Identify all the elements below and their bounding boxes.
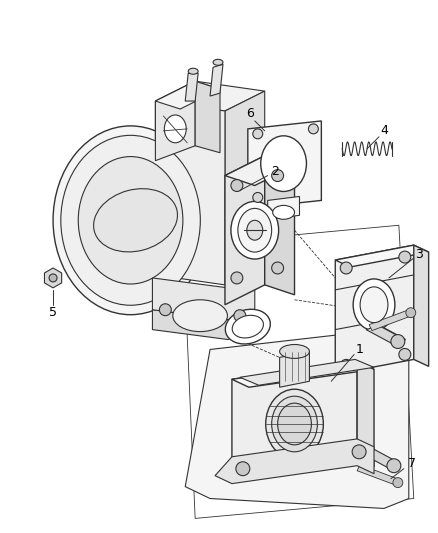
Text: 1: 1 — [354, 343, 362, 356]
Polygon shape — [224, 91, 264, 285]
Polygon shape — [224, 156, 294, 185]
Circle shape — [271, 262, 283, 274]
Ellipse shape — [237, 208, 271, 252]
Circle shape — [159, 304, 171, 316]
Text: 3: 3 — [414, 248, 422, 261]
Polygon shape — [195, 81, 219, 153]
Ellipse shape — [352, 279, 394, 330]
Circle shape — [230, 180, 242, 191]
Text: 6: 6 — [245, 108, 253, 120]
Ellipse shape — [260, 136, 306, 191]
Polygon shape — [239, 359, 373, 385]
Text: 7: 7 — [407, 457, 415, 470]
Polygon shape — [185, 329, 408, 508]
Circle shape — [339, 359, 351, 372]
Ellipse shape — [279, 344, 309, 358]
Circle shape — [230, 272, 242, 284]
Circle shape — [235, 462, 249, 475]
Ellipse shape — [93, 189, 177, 252]
Polygon shape — [152, 310, 254, 340]
Ellipse shape — [277, 403, 311, 445]
Text: 5: 5 — [49, 306, 57, 319]
Polygon shape — [44, 268, 61, 288]
Circle shape — [271, 169, 283, 182]
Ellipse shape — [78, 157, 183, 284]
Ellipse shape — [246, 220, 262, 240]
Ellipse shape — [188, 68, 198, 74]
Circle shape — [392, 478, 402, 488]
Ellipse shape — [272, 205, 294, 219]
Polygon shape — [215, 439, 373, 483]
Ellipse shape — [359, 287, 387, 322]
Polygon shape — [335, 245, 427, 267]
Circle shape — [390, 335, 404, 349]
Polygon shape — [247, 121, 321, 208]
Circle shape — [49, 274, 57, 282]
Ellipse shape — [173, 300, 227, 332]
Ellipse shape — [265, 389, 323, 459]
Circle shape — [308, 124, 318, 134]
Polygon shape — [152, 278, 254, 320]
Polygon shape — [413, 245, 427, 366]
Polygon shape — [231, 361, 356, 477]
Ellipse shape — [225, 309, 270, 344]
Text: 2: 2 — [270, 165, 278, 178]
Ellipse shape — [212, 59, 223, 65]
Circle shape — [398, 251, 410, 263]
Polygon shape — [224, 156, 264, 305]
Polygon shape — [368, 310, 411, 330]
Circle shape — [398, 349, 410, 360]
Circle shape — [252, 129, 262, 139]
Polygon shape — [155, 81, 195, 160]
Polygon shape — [185, 73, 198, 101]
Polygon shape — [361, 450, 400, 468]
Circle shape — [339, 262, 351, 274]
Polygon shape — [264, 156, 294, 295]
Circle shape — [233, 310, 245, 321]
Polygon shape — [335, 245, 413, 374]
Circle shape — [252, 192, 262, 203]
Polygon shape — [209, 64, 223, 96]
Ellipse shape — [53, 126, 208, 314]
Polygon shape — [155, 101, 224, 285]
Ellipse shape — [164, 115, 186, 143]
Polygon shape — [267, 197, 299, 219]
Circle shape — [386, 459, 400, 473]
Polygon shape — [279, 351, 309, 387]
Ellipse shape — [232, 316, 263, 338]
Polygon shape — [356, 465, 399, 486]
Ellipse shape — [230, 201, 278, 259]
Polygon shape — [155, 81, 219, 109]
Text: 4: 4 — [379, 124, 387, 138]
Ellipse shape — [61, 135, 200, 305]
Polygon shape — [231, 361, 373, 387]
Polygon shape — [155, 81, 264, 111]
Ellipse shape — [271, 396, 317, 452]
Circle shape — [351, 445, 365, 459]
Polygon shape — [365, 326, 404, 343]
Polygon shape — [356, 361, 373, 467]
Circle shape — [405, 308, 415, 318]
